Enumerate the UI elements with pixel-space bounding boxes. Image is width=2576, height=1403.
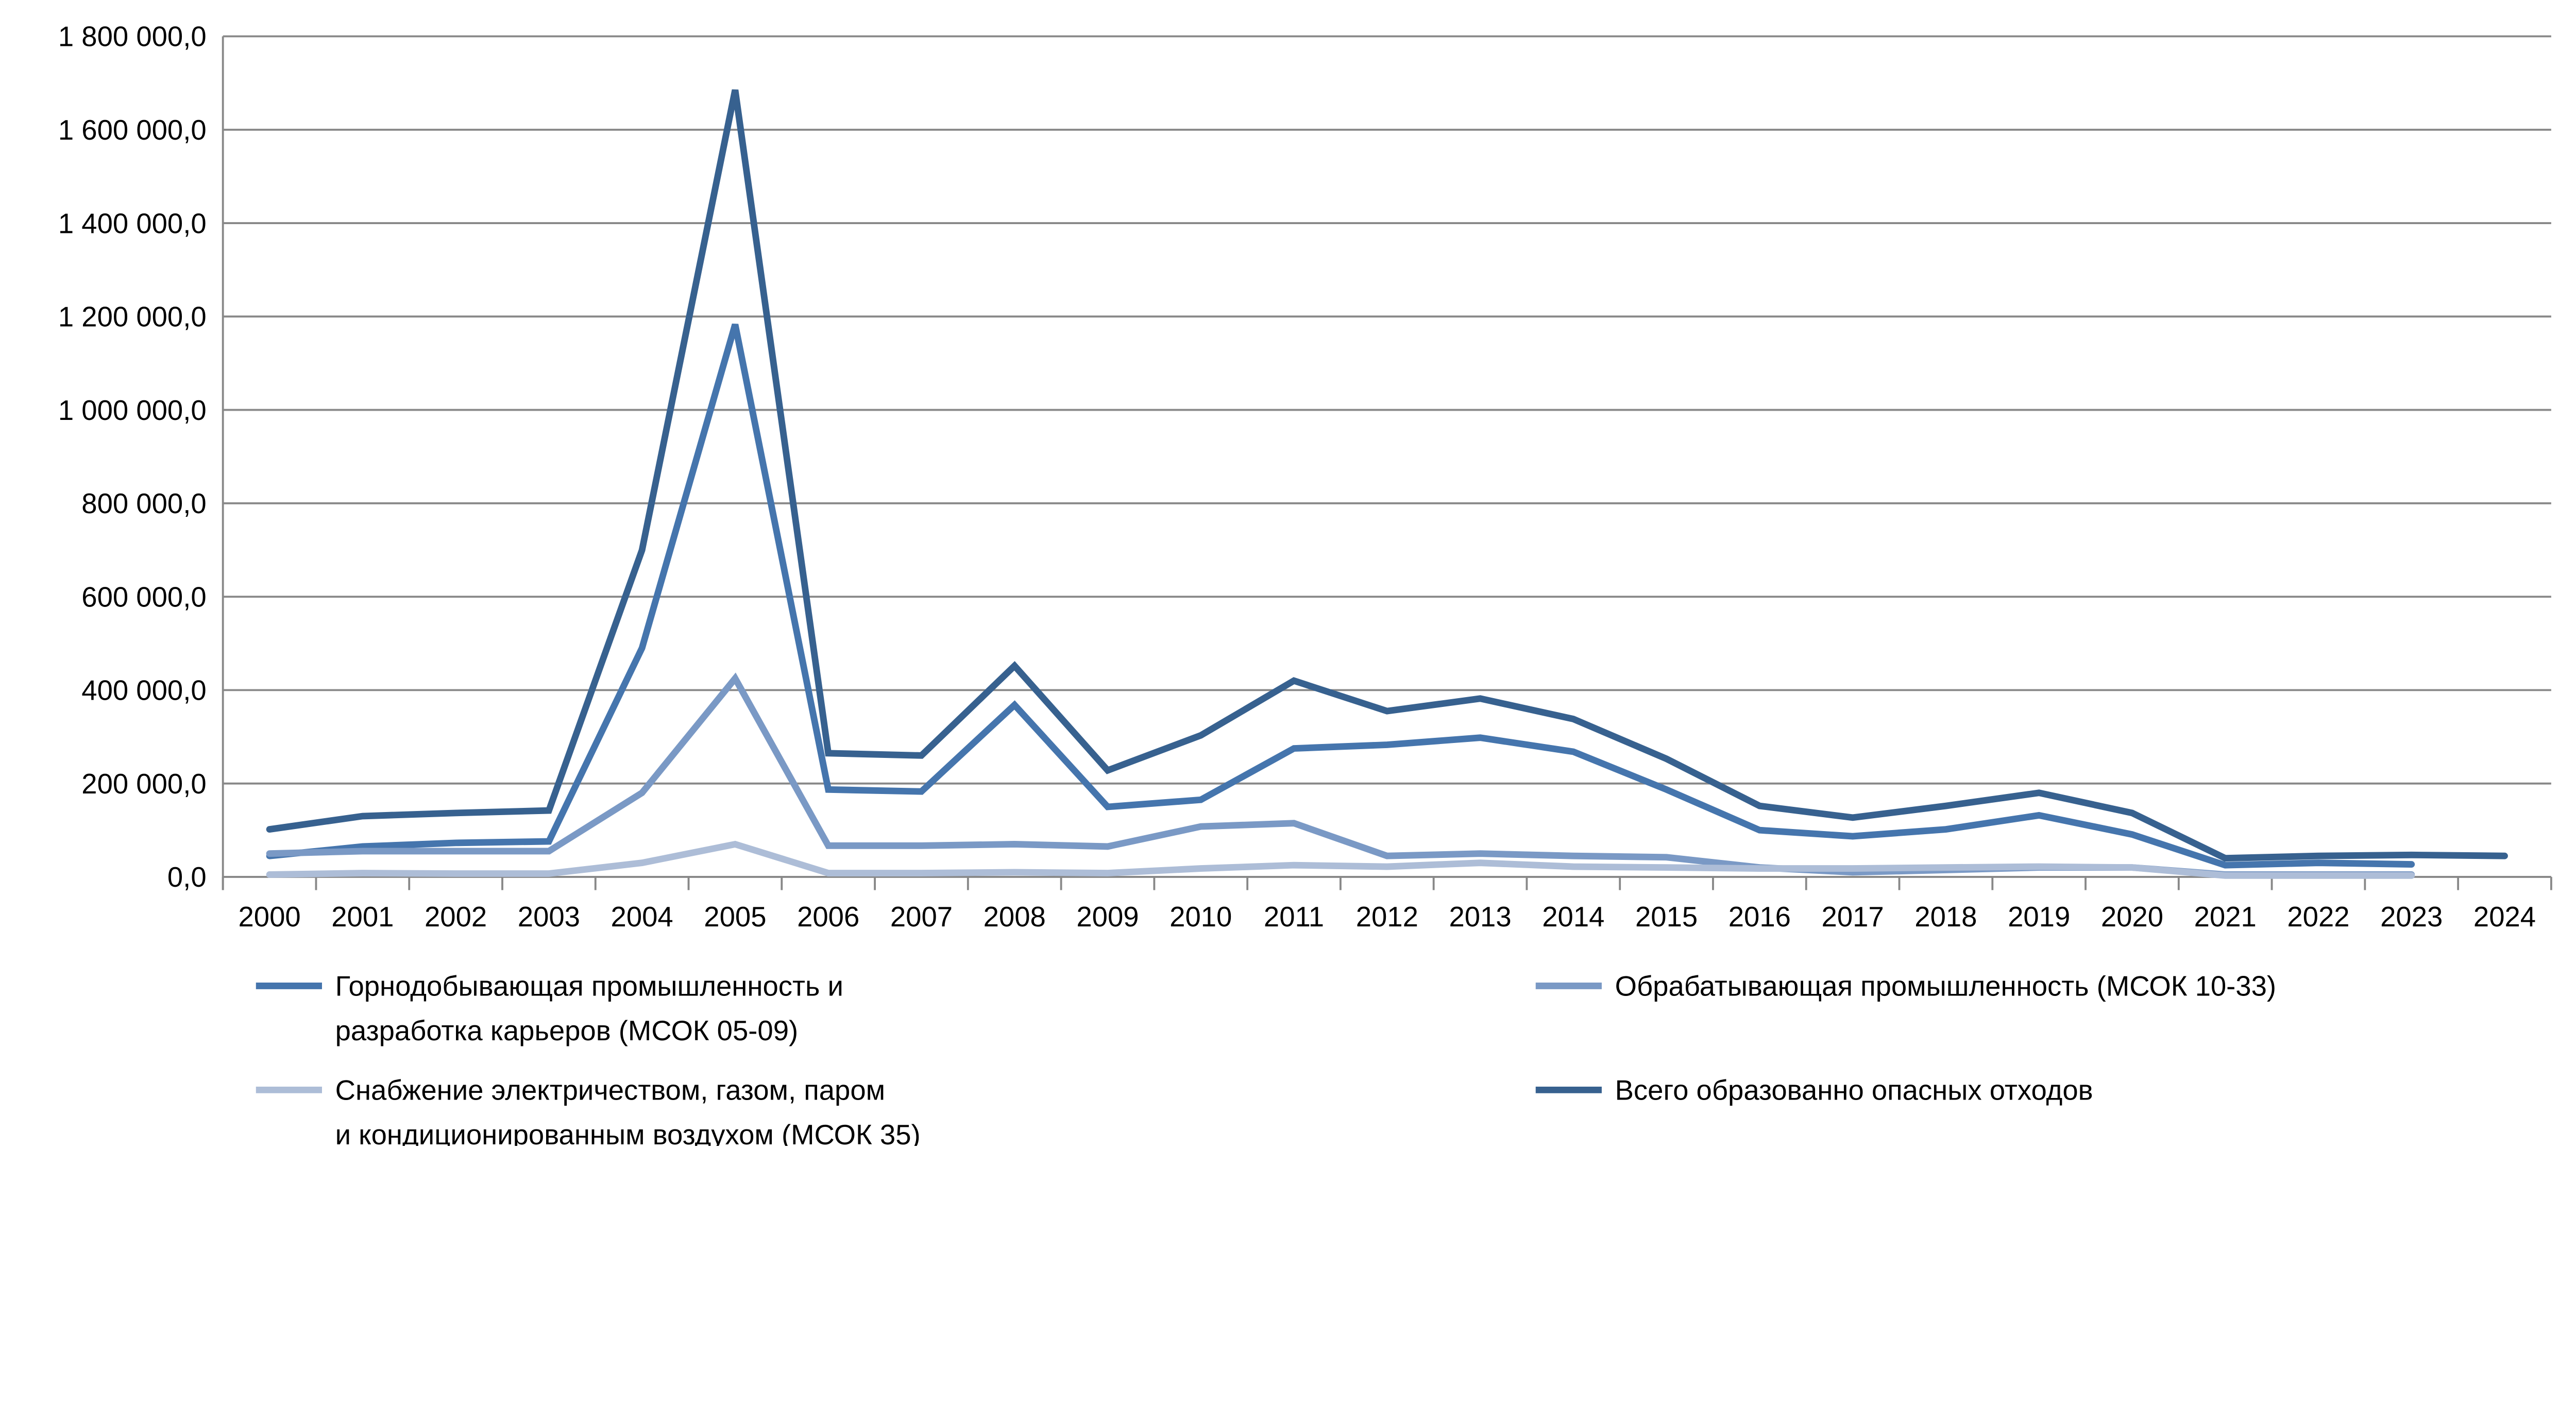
x-tick-label: 2013	[1449, 901, 1511, 933]
x-tick-label: 2022	[2287, 901, 2349, 933]
series-2	[266, 840, 2415, 879]
data-point	[2411, 875, 2412, 876]
y-tick-label: 1 200 000,0	[58, 301, 207, 333]
data-point	[269, 853, 270, 854]
series-line	[266, 324, 2415, 869]
data-point	[269, 829, 270, 830]
data-point	[1759, 830, 1760, 831]
x-tick-label: 2023	[2380, 901, 2443, 933]
y-tick-label: 1 600 000,0	[58, 114, 207, 146]
line-chart: 0,0 200 000,0 400 000,0 600 000,0 800 000,0 1…	[58, 21, 2552, 1146]
data-point	[2411, 864, 2412, 865]
y-tick-label: 0,0	[167, 861, 207, 893]
legend-item: Горнодобывающая промышленность и разработ…	[256, 971, 843, 1046]
x-tick-label: 2009	[1076, 901, 1139, 933]
data-point	[1666, 758, 1667, 759]
data-point	[1480, 853, 1481, 854]
x-tick-label: 2018	[1914, 901, 1977, 933]
legend-label: Всего образованно опасных отходов	[1615, 1075, 2093, 1106]
x-tick-label: 2001	[331, 901, 394, 933]
data-point	[455, 873, 456, 874]
data-point	[2225, 875, 2226, 876]
y-tick-label: 1 000 000,0	[58, 395, 207, 426]
data-point	[921, 791, 922, 792]
data-point	[1759, 868, 1760, 869]
gridlines	[223, 35, 2551, 878]
y-tick-label: 1 400 000,0	[58, 208, 207, 239]
legend-label: Обрабатывающая промышленность (МСОК 10-3…	[1615, 971, 2276, 1002]
x-tick-label: 2012	[1356, 901, 1418, 933]
x-tick-label: 2005	[704, 901, 766, 933]
series-1	[266, 672, 2415, 878]
x-tick-label: 2021	[2194, 901, 2257, 933]
y-tick-label: 800 000,0	[81, 488, 206, 519]
series-3	[266, 89, 2508, 862]
x-tick-label: 2002	[425, 901, 487, 933]
data-point	[1014, 872, 1015, 873]
x-tick-label: 2016	[1728, 901, 1791, 933]
data-point	[1666, 857, 1667, 858]
x-tick-label: 2007	[890, 901, 953, 933]
legend-item: Обрабатывающая промышленность (МСОК 10-3…	[1535, 971, 2276, 1002]
x-tick-label: 2014	[1542, 901, 1604, 933]
data-point	[1666, 789, 1667, 790]
x-tick-label: 2015	[1635, 901, 1698, 933]
data-point	[1200, 826, 1201, 827]
x-tick-label: 2024	[2473, 901, 2536, 933]
data-point	[269, 874, 270, 875]
legend-label: и кондиционированным воздухом (МСОК 35)	[335, 1119, 921, 1146]
x-tick-label: 2008	[984, 901, 1046, 933]
legend-item: Всего образованно опасных отходов	[1535, 1075, 2093, 1106]
y-tick-label: 1 800 000,0	[58, 21, 207, 53]
data-point	[1666, 867, 1667, 868]
data-point	[2225, 865, 2226, 866]
x-tick-label: 2010	[1170, 901, 1232, 933]
x-tick-label: 2003	[518, 901, 580, 933]
legend: Горнодобывающая промышленность и разработ…	[256, 971, 2276, 1146]
x-tick-label: 2019	[2008, 901, 2070, 933]
legend-label: Горнодобывающая промышленность и	[335, 971, 843, 1002]
x-tick-label: 2011	[1264, 901, 1324, 933]
data-point	[735, 678, 736, 679]
legend-label: разработка карьеров (МСОК 05-09)	[335, 1015, 798, 1046]
data-point	[2318, 875, 2319, 876]
data-point	[921, 755, 922, 756]
data-point	[455, 851, 456, 852]
x-tick-label: 2020	[2101, 901, 2163, 933]
legend-item: Снабжение электричеством, газом, паром и …	[256, 1075, 921, 1146]
x-tick-label: 2004	[611, 901, 673, 933]
series-line	[266, 840, 2415, 879]
y-axis: 0,0 200 000,0 400 000,0 600 000,0 800 000,0 1…	[58, 21, 224, 893]
legend-label: Снабжение электричеством, газом, паром	[335, 1075, 885, 1106]
x-axis: 2000 2001 2002 2003 2004 2005 2006 2007 2008 2009…	[222, 876, 2552, 933]
x-tick-label: 2017	[1822, 901, 1884, 933]
x-tick-label: 2006	[797, 901, 859, 933]
series-line	[266, 672, 2415, 878]
data-point	[1200, 735, 1201, 736]
data-point	[735, 324, 736, 325]
y-tick-label: 600 000,0	[81, 581, 206, 613]
data-point	[1480, 698, 1481, 699]
x-tick-label: 2000	[238, 901, 300, 933]
data-point	[1200, 868, 1201, 869]
y-tick-label: 200 000,0	[81, 768, 206, 800]
series-lines	[266, 89, 2508, 879]
data-point	[455, 842, 456, 843]
y-tick-label: 400 000,0	[81, 675, 206, 706]
